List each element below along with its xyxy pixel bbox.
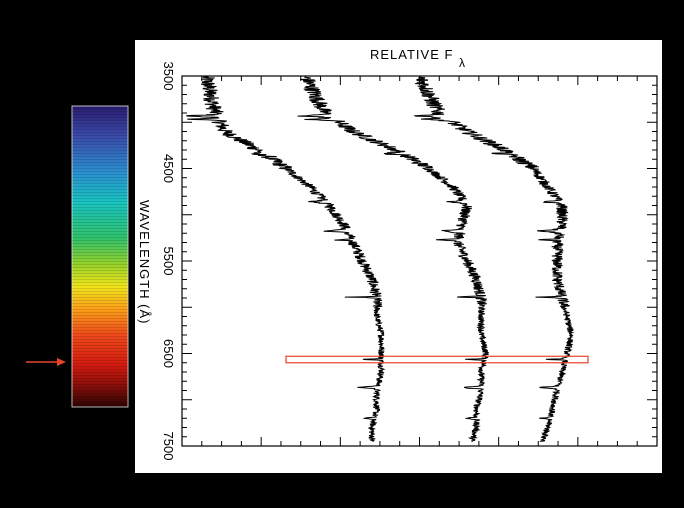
axis-ticks [181, 75, 658, 447]
wavelength-axis-title: WAVELENGTH (Å) [137, 200, 152, 325]
wavelength-tick-label: 3500 [161, 62, 176, 91]
h-alpha-highlight-box [285, 355, 589, 364]
spectra [186, 76, 575, 442]
wavelength-tick-label: 6500 [161, 339, 176, 368]
wavelength-tick-labels: 3500 4500 5500 6500 7500 [161, 62, 176, 461]
wavelength-tick-label: 5500 [161, 247, 176, 276]
plot-title: RELATIVE F [370, 47, 453, 62]
spectrum-line-3 [413, 76, 575, 442]
plot-title-subscript: λ [459, 56, 466, 70]
spectrum-line-2 [297, 76, 489, 442]
wavelength-tick-label: 4500 [161, 154, 176, 183]
wavelength-tick-label: 7500 [161, 432, 176, 461]
spectrum-colorbar [71, 105, 129, 408]
h-alpha-arrow [26, 358, 66, 366]
spectrum-line-1 [186, 76, 386, 442]
